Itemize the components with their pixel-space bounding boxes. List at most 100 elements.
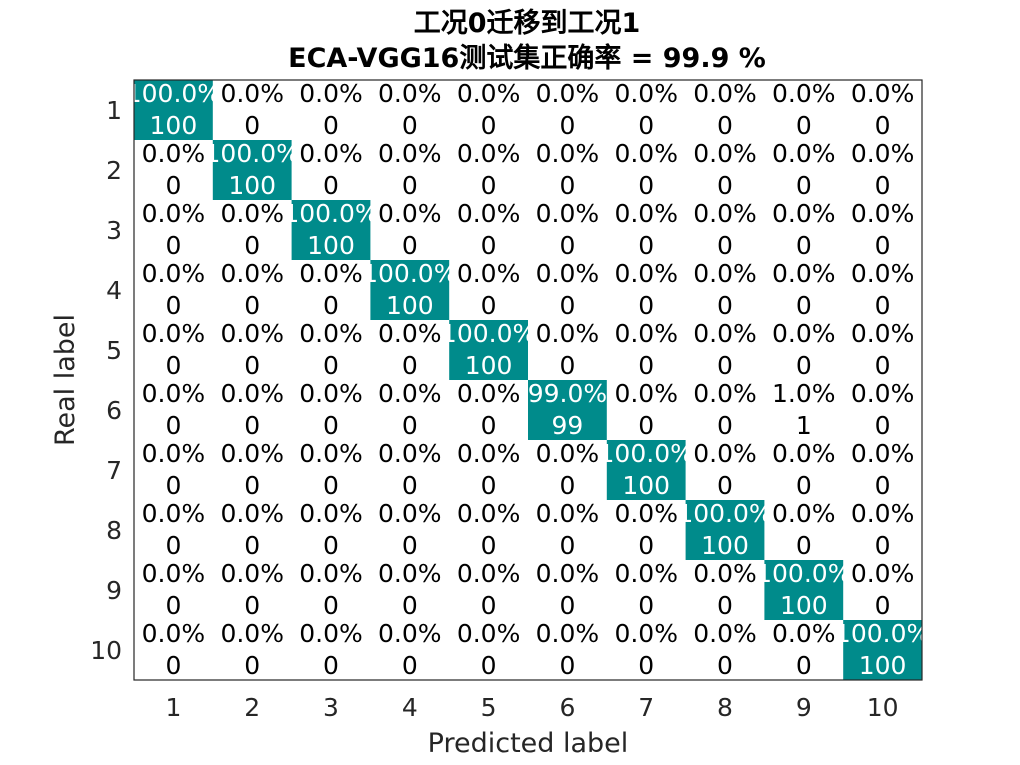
cell-percent-label: 0.0% — [220, 619, 284, 648]
cell-percent-label: 100.0% — [205, 139, 300, 168]
cell-percent-label: 0.0% — [378, 439, 442, 468]
cell-percent-label: 99.0% — [528, 379, 607, 408]
cell-count-label: 0 — [559, 591, 575, 620]
cell-count-label: 100 — [622, 471, 670, 500]
cell-percent-label: 0.0% — [457, 499, 521, 528]
cell-count-label: 0 — [244, 291, 260, 320]
cell-count-label: 0 — [481, 171, 497, 200]
x-tick-label: 9 — [796, 693, 812, 722]
cell-count-label: 0 — [875, 231, 891, 260]
cell-percent-label: 0.0% — [614, 619, 678, 648]
matrix-cell-4-4 — [370, 260, 450, 320]
cell-percent-label: 0.0% — [142, 499, 206, 528]
cell-count-label: 0 — [481, 651, 497, 680]
cell-count-label: 0 — [165, 291, 181, 320]
cell-percent-label: 0.0% — [536, 139, 600, 168]
matrix-cell-7-7 — [606, 440, 686, 500]
cell-percent-label: 0.0% — [142, 559, 206, 588]
cell-count-label: 0 — [402, 531, 418, 560]
cell-percent-label: 0.0% — [299, 79, 363, 108]
cell-count-label: 0 — [323, 531, 339, 560]
cell-count-label: 0 — [717, 231, 733, 260]
cell-percent-label: 0.0% — [220, 439, 284, 468]
cell-count-label: 0 — [638, 531, 654, 560]
cell-percent-label: 100.0% — [283, 199, 378, 228]
cell-percent-label: 0.0% — [220, 379, 284, 408]
cell-percent-label: 0.0% — [772, 499, 836, 528]
cell-count-label: 0 — [481, 591, 497, 620]
cell-count-label: 0 — [796, 291, 812, 320]
cell-count-label: 0 — [165, 231, 181, 260]
cell-percent-label: 0.0% — [851, 499, 915, 528]
cell-percent-label: 0.0% — [457, 559, 521, 588]
cell-count-label: 0 — [323, 411, 339, 440]
cell-percent-label: 0.0% — [142, 319, 206, 348]
cell-count-label: 0 — [323, 171, 339, 200]
matrix-cell-8-8 — [685, 500, 765, 560]
cell-percent-label: 0.0% — [772, 199, 836, 228]
cell-percent-label: 100.0% — [126, 79, 221, 108]
cell-count-label: 0 — [402, 351, 418, 380]
cell-count-label: 0 — [559, 291, 575, 320]
cell-count-label: 0 — [244, 111, 260, 140]
cell-count-label: 0 — [638, 111, 654, 140]
cell-count-label: 0 — [717, 351, 733, 380]
cell-percent-label: 0.0% — [693, 559, 757, 588]
cell-percent-label: 0.0% — [851, 259, 915, 288]
cell-count-label: 0 — [244, 351, 260, 380]
y-tick-labels: 1 2 3 4 5 6 7 8 9 10 — [90, 96, 122, 665]
cell-count-label: 0 — [717, 591, 733, 620]
cell-percent-label: 0.0% — [220, 319, 284, 348]
cell-count-label: 0 — [323, 351, 339, 380]
cell-percent-label: 0.0% — [693, 79, 757, 108]
cell-percent-label: 0.0% — [457, 199, 521, 228]
cell-count-label: 0 — [717, 471, 733, 500]
cell-percent-label: 0.0% — [614, 199, 678, 228]
cell-count-label: 0 — [165, 651, 181, 680]
cell-percent-label: 0.0% — [299, 439, 363, 468]
cell-count-label: 100 — [386, 291, 434, 320]
cell-percent-label: 0.0% — [536, 259, 600, 288]
cell-count-label: 0 — [559, 111, 575, 140]
cell-percent-label: 100.0% — [835, 619, 930, 648]
matrix-cell-9-9 — [764, 560, 844, 620]
y-tick-label: 2 — [106, 156, 122, 185]
cell-percent-label: 0.0% — [536, 439, 600, 468]
cell-percent-label: 0.0% — [536, 79, 600, 108]
y-tick-label: 7 — [106, 456, 122, 485]
chart-title-line2: ECA-VGG16测试集正确率 = 99.9 % — [288, 42, 766, 74]
cell-count-label: 0 — [796, 651, 812, 680]
cell-percent-label: 0.0% — [142, 379, 206, 408]
cell-percent-label: 0.0% — [851, 439, 915, 468]
cell-count-label: 100 — [780, 591, 828, 620]
y-tick-label: 4 — [106, 276, 122, 305]
cell-percent-label: 0.0% — [614, 259, 678, 288]
cell-count-label: 0 — [244, 471, 260, 500]
cell-count-label: 0 — [402, 651, 418, 680]
cell-percent-label: 0.0% — [378, 619, 442, 648]
cell-percent-label: 0.0% — [614, 559, 678, 588]
cell-percent-label: 0.0% — [614, 319, 678, 348]
cell-count-label: 0 — [638, 651, 654, 680]
cell-count-label: 0 — [875, 411, 891, 440]
cell-count-label: 100 — [150, 111, 198, 140]
cell-count-label: 0 — [244, 411, 260, 440]
cell-percent-label: 0.0% — [457, 379, 521, 408]
cell-count-label: 1 — [796, 411, 812, 440]
cell-percent-label: 0.0% — [851, 319, 915, 348]
cell-percent-label: 0.0% — [693, 439, 757, 468]
cell-count-label: 100 — [228, 171, 276, 200]
cell-count-label: 0 — [559, 231, 575, 260]
cell-percent-label: 0.0% — [772, 79, 836, 108]
cell-percent-label: 0.0% — [299, 619, 363, 648]
cell-count-label: 0 — [323, 651, 339, 680]
cell-count-label: 0 — [796, 471, 812, 500]
cell-count-label: 0 — [875, 171, 891, 200]
cell-count-label: 0 — [402, 591, 418, 620]
cell-percent-label: 0.0% — [220, 259, 284, 288]
matrix-cells — [134, 80, 922, 680]
cell-percent-label: 0.0% — [142, 619, 206, 648]
cell-count-label: 0 — [165, 171, 181, 200]
matrix-cell-labels: 100.0%1000.0%00.0%00.0%00.0%00.0%00.0%00… — [126, 79, 931, 680]
cell-percent-label: 0.0% — [142, 139, 206, 168]
